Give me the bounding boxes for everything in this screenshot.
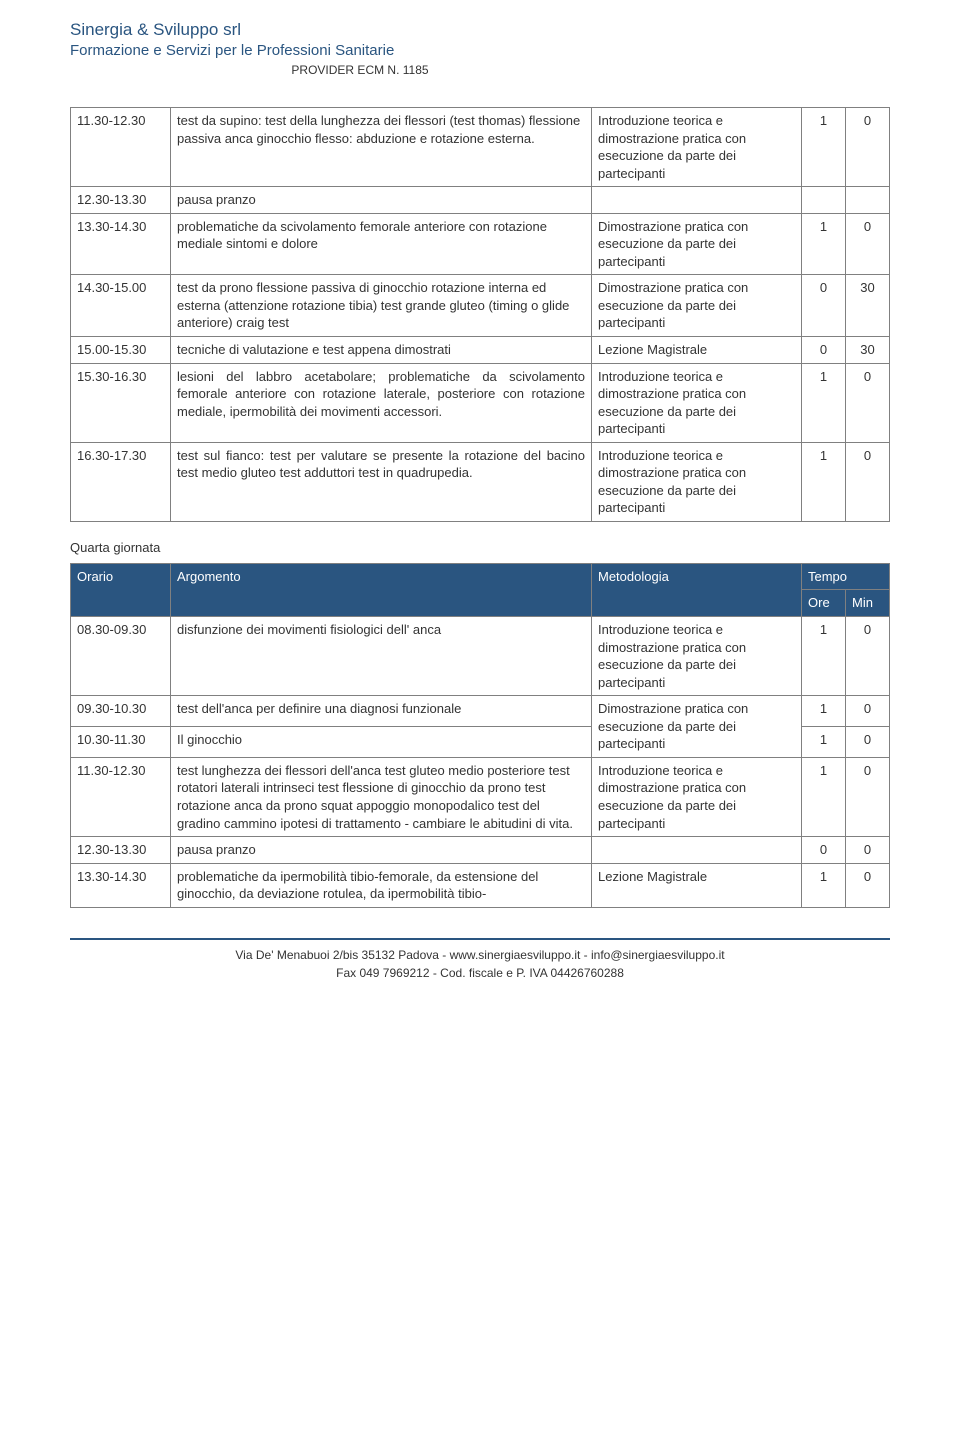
cell-hours: 1 xyxy=(802,757,846,836)
col-header-tempo: Tempo xyxy=(802,563,890,590)
table-row: 08.30-09.30disfunzione dei movimenti fis… xyxy=(71,617,890,696)
cell-time: 16.30-17.30 xyxy=(71,442,171,521)
cell-hours: 1 xyxy=(802,442,846,521)
cell-topic: test lunghezza dei flessori dell'anca te… xyxy=(171,757,592,836)
cell-method xyxy=(592,837,802,864)
table-row: 11.30-12.30test da supino: test della lu… xyxy=(71,108,890,187)
page-header: Sinergia & Sviluppo srl Formazione e Ser… xyxy=(70,20,890,77)
cell-method xyxy=(592,187,802,214)
cell-minutes: 0 xyxy=(846,837,890,864)
col-header-method: Metodologia xyxy=(592,563,802,616)
cell-method: Introduzione teorica e dimostrazione pra… xyxy=(592,442,802,521)
cell-hours: 1 xyxy=(802,108,846,187)
provider-code: PROVIDER ECM N. 1185 xyxy=(70,63,650,77)
cell-method: Introduzione teorica e dimostrazione pra… xyxy=(592,108,802,187)
cell-time: 13.30-14.30 xyxy=(71,213,171,275)
cell-hours: 1 xyxy=(802,363,846,442)
cell-topic: tecniche di valutazione e test appena di… xyxy=(171,337,592,364)
cell-hours: 0 xyxy=(802,837,846,864)
schedule-table-1: 11.30-12.30test da supino: test della lu… xyxy=(70,107,890,522)
cell-time: 08.30-09.30 xyxy=(71,617,171,696)
cell-minutes: 0 xyxy=(846,442,890,521)
cell-time: 14.30-15.00 xyxy=(71,275,171,337)
day-heading: Quarta giornata xyxy=(70,540,890,555)
cell-minutes: 0 xyxy=(846,863,890,907)
cell-minutes: 30 xyxy=(846,337,890,364)
cell-hours: 1 xyxy=(802,617,846,696)
cell-time: 12.30-13.30 xyxy=(71,187,171,214)
cell-topic: test dell'anca per definire una diagnosi… xyxy=(171,696,592,727)
cell-topic: lesioni del labbro acetabolare; problema… xyxy=(171,363,592,442)
cell-method: Introduzione teorica e dimostrazione pra… xyxy=(592,757,802,836)
table-row: 11.30-12.30test lunghezza dei flessori d… xyxy=(71,757,890,836)
cell-minutes: 0 xyxy=(846,363,890,442)
cell-time: 09.30-10.30 xyxy=(71,696,171,727)
cell-topic: test sul fianco: test per valutare se pr… xyxy=(171,442,592,521)
page-footer: Via De' Menabuoi 2/bis 35132 Padova - ww… xyxy=(70,946,890,982)
col-header-minutes: Min xyxy=(846,590,890,617)
cell-hours: 1 xyxy=(802,213,846,275)
cell-topic: test da prono flessione passiva di ginoc… xyxy=(171,275,592,337)
table-row: 13.30-14.30problematiche da ipermobilità… xyxy=(71,863,890,907)
cell-method: Introduzione teorica e dimostrazione pra… xyxy=(592,363,802,442)
cell-minutes: 30 xyxy=(846,275,890,337)
table-row: 14.30-15.00test da prono flessione passi… xyxy=(71,275,890,337)
cell-time: 15.30-16.30 xyxy=(71,363,171,442)
cell-minutes: 0 xyxy=(846,696,890,727)
cell-minutes: 0 xyxy=(846,757,890,836)
cell-hours xyxy=(802,187,846,214)
cell-time: 11.30-12.30 xyxy=(71,757,171,836)
cell-hours: 1 xyxy=(802,696,846,727)
cell-method: Dimostrazione pratica con esecuzione da … xyxy=(592,213,802,275)
cell-time: 13.30-14.30 xyxy=(71,863,171,907)
table-row: 12.30-13.30pausa pranzo xyxy=(71,187,890,214)
cell-time: 12.30-13.30 xyxy=(71,837,171,864)
col-header-topic: Argomento xyxy=(171,563,592,616)
cell-topic: pausa pranzo xyxy=(171,837,592,864)
cell-topic: problematiche da ipermobilità tibio-femo… xyxy=(171,863,592,907)
cell-hours: 1 xyxy=(802,863,846,907)
cell-method: Lezione Magistrale xyxy=(592,863,802,907)
cell-minutes: 0 xyxy=(846,108,890,187)
cell-method: Dimostrazione pratica con esecuzione da … xyxy=(592,696,802,758)
table-row: 12.30-13.30pausa pranzo 00 xyxy=(71,837,890,864)
cell-method: Lezione Magistrale xyxy=(592,337,802,364)
table-row: 13.30-14.30problematiche da scivolamento… xyxy=(71,213,890,275)
cell-hours: 0 xyxy=(802,275,846,337)
cell-minutes: 0 xyxy=(846,213,890,275)
table-row: 09.30-10.30test dell'anca per definire u… xyxy=(71,696,890,727)
cell-minutes xyxy=(846,187,890,214)
footer-line-2: Fax 049 7969212 - Cod. fiscale e P. IVA … xyxy=(70,964,890,982)
table-row: 16.30-17.30test sul fianco: test per val… xyxy=(71,442,890,521)
footer-divider xyxy=(70,938,890,940)
table-header-row: Orario Argomento Metodologia Tempo xyxy=(71,563,890,590)
table-row: 15.00-15.30tecniche di valutazione e tes… xyxy=(71,337,890,364)
col-header-time: Orario xyxy=(71,563,171,616)
table-row: 15.30-16.30lesioni del labbro acetabolar… xyxy=(71,363,890,442)
cell-minutes: 0 xyxy=(846,617,890,696)
company-name: Sinergia & Sviluppo srl xyxy=(70,20,890,40)
cell-method: Dimostrazione pratica con esecuzione da … xyxy=(592,275,802,337)
cell-minutes: 0 xyxy=(846,727,890,758)
cell-topic: problematiche da scivolamento femorale a… xyxy=(171,213,592,275)
cell-time: 11.30-12.30 xyxy=(71,108,171,187)
cell-hours: 0 xyxy=(802,337,846,364)
cell-topic: Il ginocchio xyxy=(171,727,592,758)
cell-method: Introduzione teorica e dimostrazione pra… xyxy=(592,617,802,696)
cell-topic: pausa pranzo xyxy=(171,187,592,214)
cell-topic: test da supino: test della lunghezza dei… xyxy=(171,108,592,187)
company-subtitle: Formazione e Servizi per le Professioni … xyxy=(70,42,890,59)
col-header-hours: Ore xyxy=(802,590,846,617)
schedule-table-2: Orario Argomento Metodologia Tempo Ore M… xyxy=(70,563,890,908)
footer-line-1: Via De' Menabuoi 2/bis 35132 Padova - ww… xyxy=(70,946,890,964)
cell-time: 10.30-11.30 xyxy=(71,727,171,758)
cell-time: 15.00-15.30 xyxy=(71,337,171,364)
cell-hours: 1 xyxy=(802,727,846,758)
cell-topic: disfunzione dei movimenti fisiologici de… xyxy=(171,617,592,696)
